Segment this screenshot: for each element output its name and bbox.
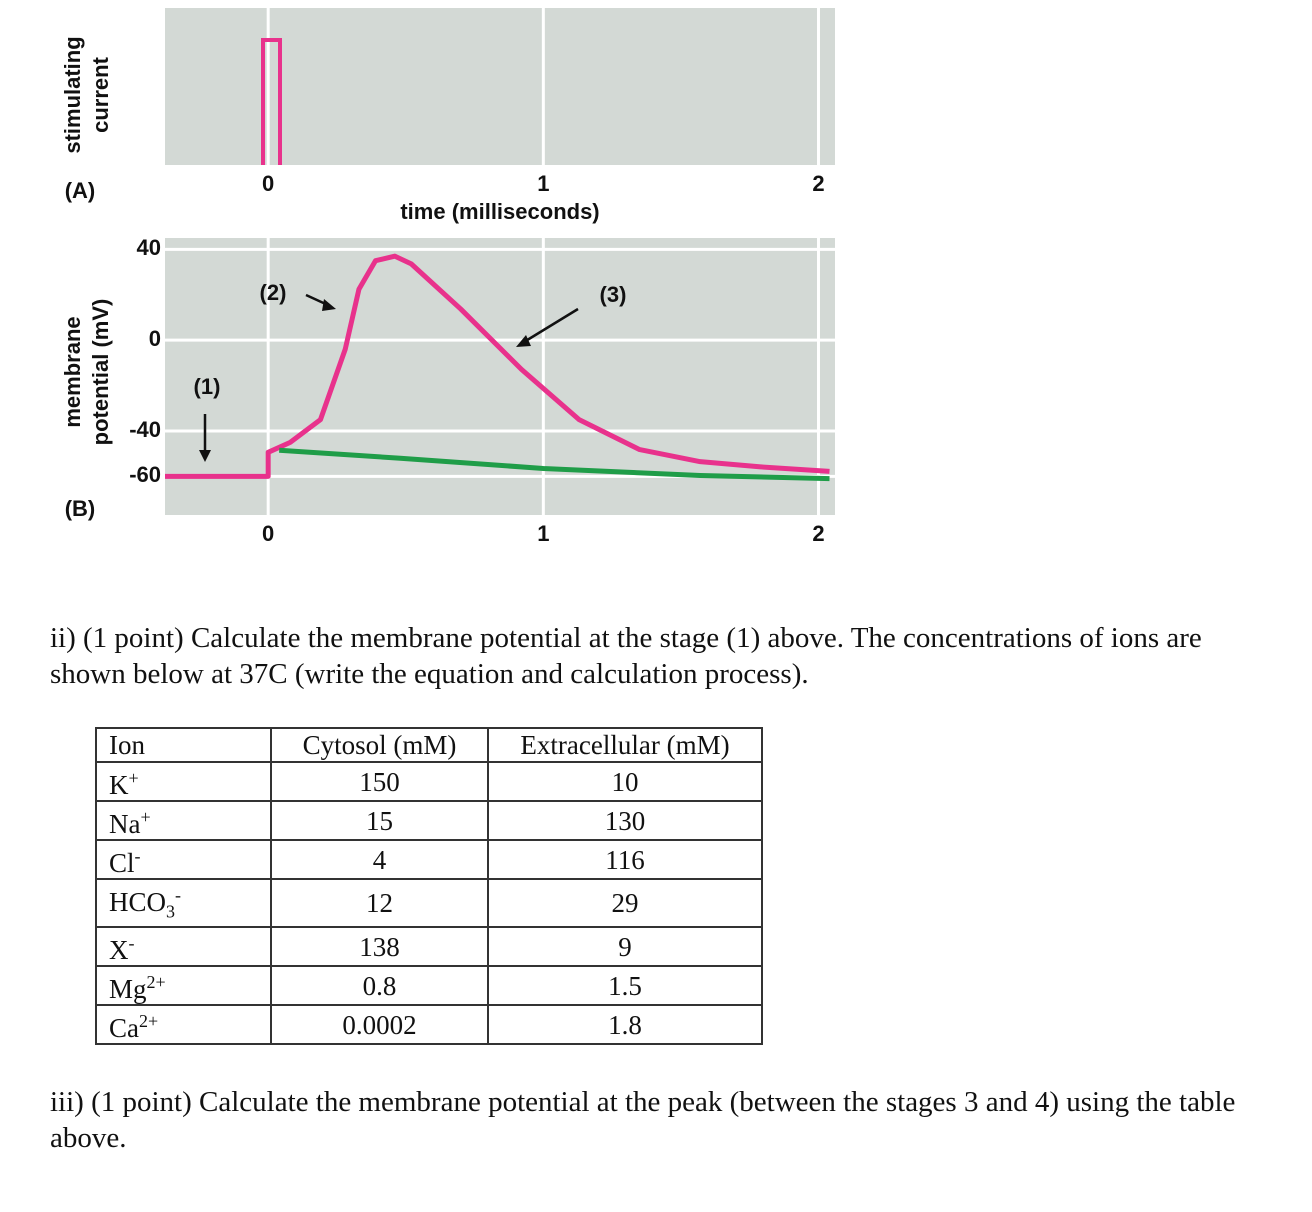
panel-b-background: [165, 238, 835, 515]
ion-cell: Mg2+: [95, 965, 272, 1007]
annotation: (3): [600, 282, 627, 307]
x-tick-label: 1: [537, 171, 549, 196]
value-cell: 29: [487, 877, 763, 929]
ion-symbol: Cl: [109, 848, 135, 878]
y-axis-label: membrane: [60, 316, 85, 427]
ion-cell: Cl-: [95, 839, 272, 880]
data-line: [279, 447, 830, 482]
ion-cell: Na+: [95, 800, 272, 841]
value-cell: 1.8: [487, 1004, 763, 1046]
y-axis-label: current: [88, 56, 113, 132]
x-axis-label: time (milliseconds): [400, 199, 599, 224]
ion-charge: -: [175, 885, 182, 905]
panel-label: (B): [65, 496, 96, 521]
value-cell: 116: [487, 839, 763, 880]
ion-cell: HCO3-: [95, 877, 272, 929]
ion-symbol: HCO: [109, 887, 167, 917]
ion-symbol: K: [109, 770, 129, 800]
y-tick-label: -60: [129, 462, 161, 487]
x-tick-label: 1: [537, 521, 549, 546]
ion-cell: X-: [95, 926, 272, 968]
ion-cell: Ca2+: [95, 1004, 272, 1046]
value-cell: 12: [270, 877, 489, 929]
ion-cell: K+: [95, 761, 272, 802]
ion-charge: +: [140, 807, 151, 827]
y-tick-label: 0: [149, 326, 161, 351]
y-axis-label: stimulating: [60, 36, 85, 153]
header-cell: Ion: [95, 727, 272, 763]
arrow-head: [516, 335, 531, 347]
ion-charge: -: [128, 933, 135, 954]
ion-table: Ion Cytosol (mM) Extracellular (mM) K+ 150 10…: [95, 727, 763, 1046]
table-row: Mg2+ 0.8 1.5: [95, 965, 763, 1007]
panel-label: (A): [65, 178, 96, 203]
ion-subscript: 3: [166, 901, 176, 922]
annotation: (1): [194, 374, 221, 399]
arrow-head: [322, 299, 336, 311]
panel-a-background: [165, 8, 835, 165]
ion-charge: 2+: [139, 1011, 159, 1032]
table-row: Cl- 4 116: [95, 839, 763, 880]
table-row: K+ 150 10: [95, 761, 763, 802]
ion-symbol: X: [109, 935, 129, 966]
header-cell: Extracellular (mM): [487, 727, 763, 763]
table-row: Na+ 15 130: [95, 800, 763, 841]
value-cell: 10: [487, 761, 763, 802]
value-cell: 150: [270, 761, 489, 802]
ion-symbol: Ca: [109, 1013, 139, 1044]
arrow: [523, 307, 579, 344]
arrow-head: [199, 450, 211, 462]
ion-charge: -: [134, 846, 141, 866]
table-row: HCO3- 12 29: [95, 877, 763, 929]
ion-charge: 2+: [146, 972, 166, 993]
table-row: Ca2+ 0.0002 1.8: [95, 1004, 763, 1046]
ion-charge: +: [128, 768, 139, 788]
value-cell: 4: [270, 839, 489, 880]
x-tick-label: 0: [262, 171, 274, 196]
table-row: X- 138 9: [95, 926, 763, 968]
value-cell: 15: [270, 800, 489, 841]
stimulus-pulse: [261, 38, 282, 165]
value-cell: 1.5: [487, 965, 763, 1007]
header-cell: Cytosol (mM): [270, 727, 489, 763]
y-tick-label: 40: [137, 235, 161, 260]
value-cell: 130: [487, 800, 763, 841]
question-ii: ii) (1 point) Calculate the membrane pot…: [50, 622, 1202, 690]
value-cell: 0.8: [270, 965, 489, 1007]
y-axis-label: potential (mV): [88, 299, 113, 446]
value-cell: 138: [270, 926, 489, 968]
x-tick-label: 2: [812, 171, 824, 196]
data-line: [165, 253, 830, 479]
y-tick-label: -40: [129, 417, 161, 442]
x-tick-label: 2: [812, 521, 824, 546]
annotation: (2): [260, 280, 287, 305]
table-header-row: Ion Cytosol (mM) Extracellular (mM): [95, 727, 763, 763]
value-cell: 0.0002: [270, 1004, 489, 1046]
ion-symbol: Na: [109, 809, 141, 839]
x-tick-label: 0: [262, 521, 274, 546]
question-iii: iii) (1 point) Calculate the membrane po…: [50, 1086, 1236, 1154]
value-cell: 9: [487, 926, 763, 968]
ion-symbol: Mg: [109, 974, 147, 1005]
